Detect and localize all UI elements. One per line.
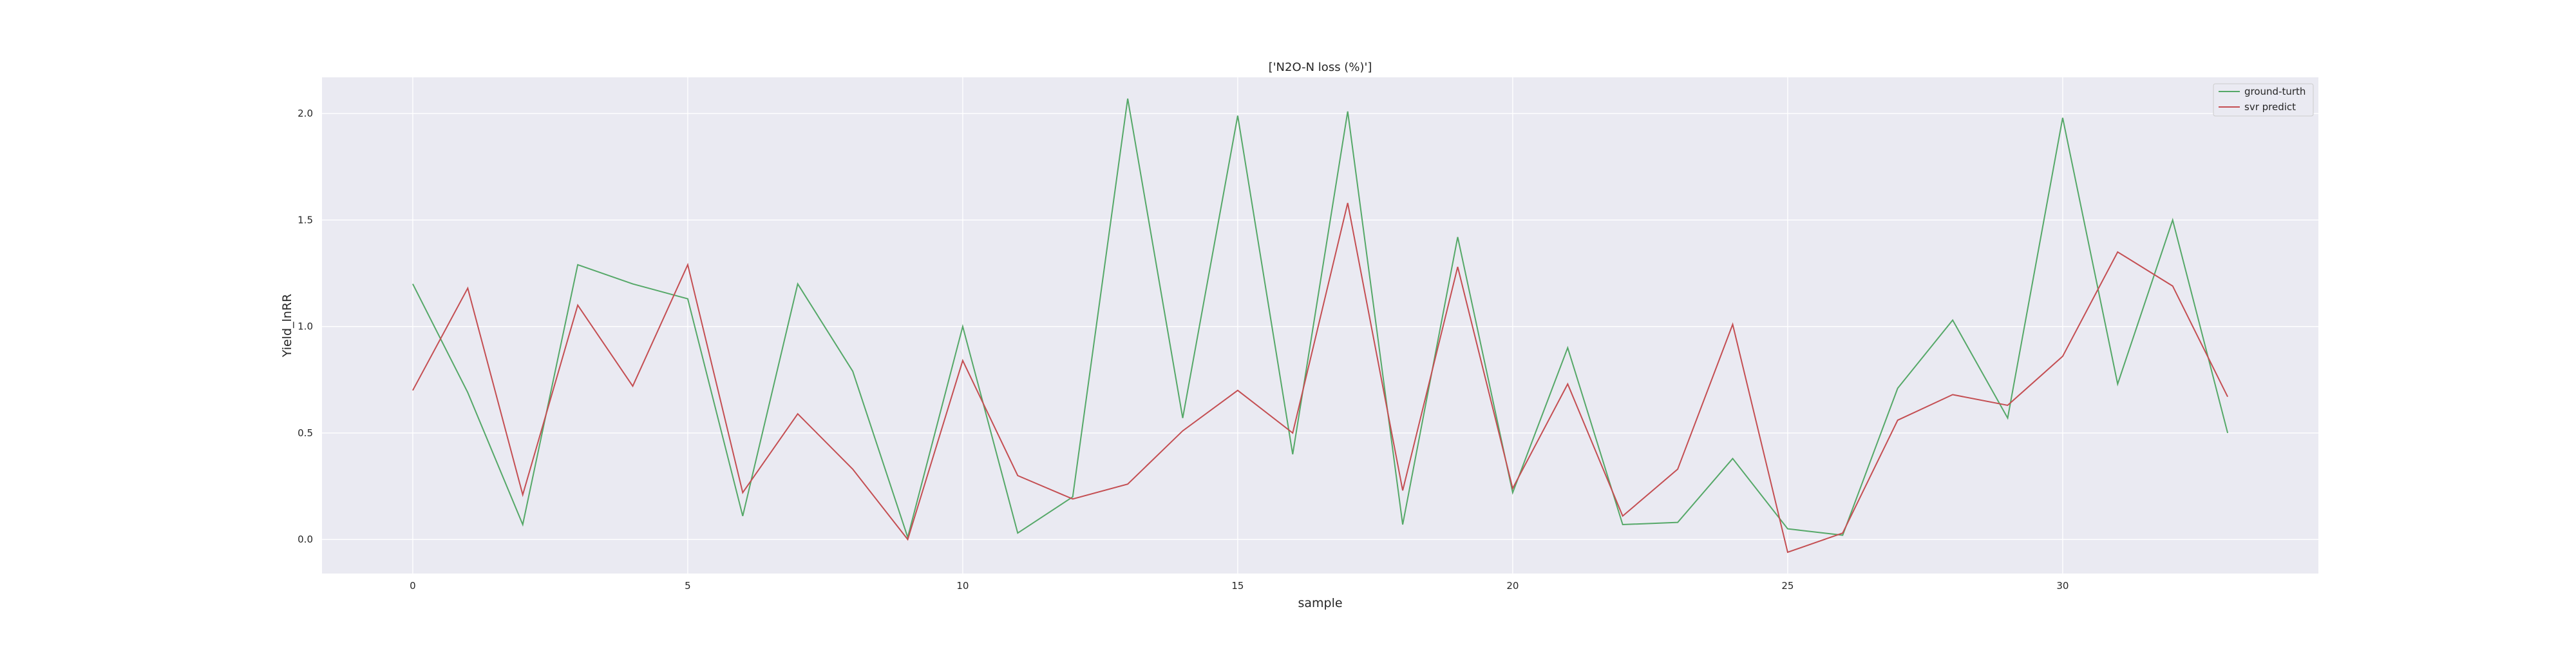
series-line-svr-predict xyxy=(412,202,2228,554)
y-tick-label: 0.0 xyxy=(298,534,313,545)
legend-label-ground-truth: ground-turth xyxy=(2244,86,2306,97)
legend: ground-turth svr predict xyxy=(2213,83,2314,117)
series-line-ground-truth xyxy=(412,98,2229,540)
y-tick-label: 2.0 xyxy=(298,108,313,119)
x-tick-label: 15 xyxy=(1231,580,1244,592)
x-tick-label: 25 xyxy=(1781,580,1794,592)
series-layer xyxy=(412,98,2229,554)
plot-area xyxy=(322,77,2318,574)
y-tick-label: 1.0 xyxy=(298,321,313,333)
y-tick-label: 1.5 xyxy=(298,214,313,226)
x-tick-label: 0 xyxy=(410,580,416,592)
x-tick-label: 20 xyxy=(1506,580,1519,592)
grid-lines xyxy=(322,77,2318,574)
x-tick-label: 10 xyxy=(956,580,969,592)
x-tick-label: 30 xyxy=(2056,580,2069,592)
y-tick-label: 0.5 xyxy=(298,427,313,439)
legend-label-svr-predict: svr predict xyxy=(2244,101,2296,113)
x-tick-label: 5 xyxy=(685,580,691,592)
x-axis-label: sample xyxy=(1298,596,1342,610)
y-axis-label: Yield_lnRR xyxy=(280,294,294,358)
axis-ticks: 0 5 10 15 20 25 30 0.0 0.5 1.0 1.5 2.0 xyxy=(298,108,2069,592)
chart-title: ['N2O-N loss (%)'] xyxy=(1269,61,1372,74)
